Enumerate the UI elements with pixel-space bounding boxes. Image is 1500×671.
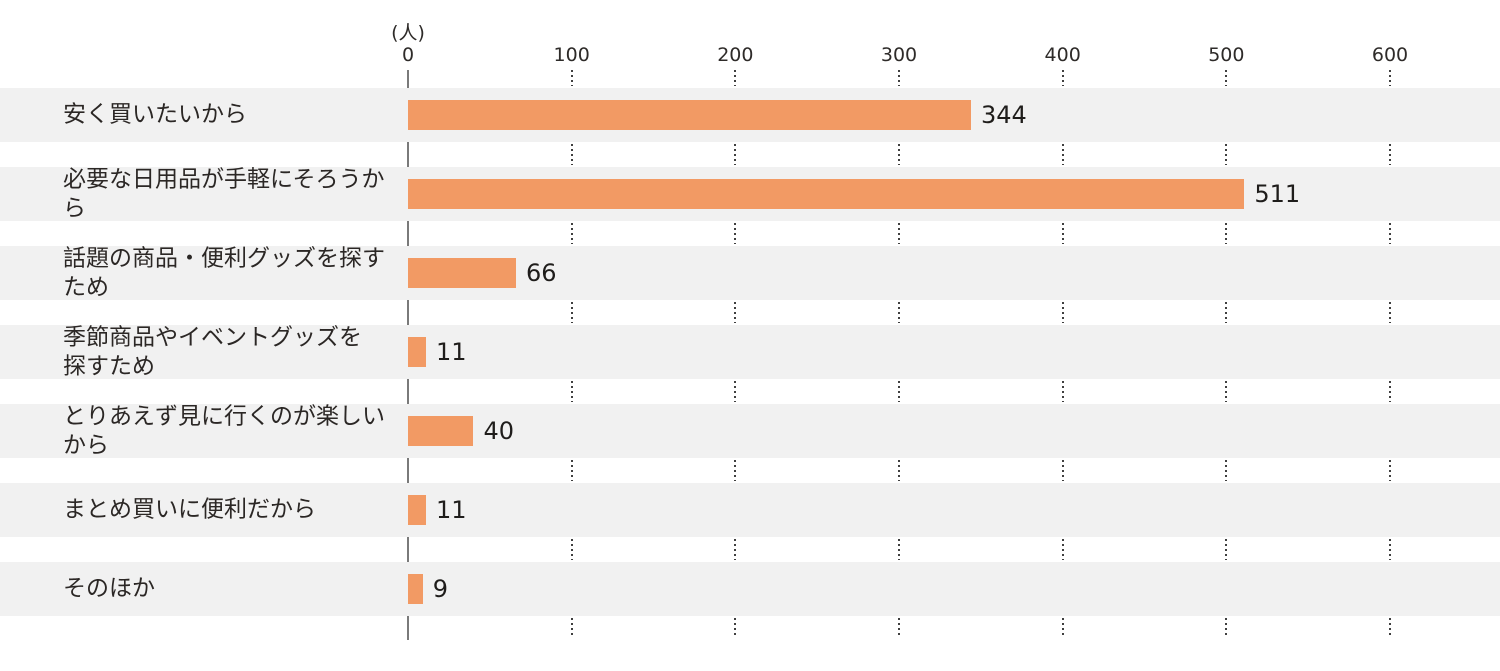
gridline (1061, 144, 1064, 165)
gridline (1389, 381, 1391, 402)
category-label: 季節商品やイベントグッズを 探すため (63, 324, 362, 379)
value-label: 9 (432, 575, 448, 603)
gridline (898, 302, 900, 323)
gridline (898, 223, 900, 244)
bar (408, 258, 517, 288)
category-label: そのほか (63, 575, 155, 602)
gridline (570, 618, 573, 638)
gridline (734, 618, 737, 638)
bar (408, 495, 426, 525)
gridline (1225, 460, 1228, 481)
gridline (1225, 381, 1228, 402)
row-band: まとめ買いに便利だから 11 (0, 483, 1500, 537)
bar (408, 179, 1245, 209)
category-label: 話題の商品・便利グッズを探すため (63, 245, 385, 300)
tick-label: 500 (1208, 44, 1245, 66)
gridline (1389, 460, 1391, 481)
gridline (1389, 144, 1391, 165)
row-band: 必要な日用品が手軽にそろうから 511 (0, 166, 1500, 221)
gridline (734, 460, 737, 481)
gridline (1061, 223, 1064, 244)
row-band: 季節商品やイベントグッズを 探すため 11 (0, 324, 1500, 379)
gridline (1389, 70, 1391, 86)
gridline (1061, 539, 1064, 560)
bar (408, 416, 474, 446)
gridline (1225, 302, 1228, 323)
gridline (570, 460, 573, 481)
category-label: まとめ買いに便利だから (63, 496, 316, 523)
gridline (898, 70, 900, 86)
bar (408, 574, 423, 604)
gridline (1225, 144, 1228, 165)
unit-label: (人) (391, 22, 425, 44)
gridline (570, 70, 573, 86)
gridline (1389, 539, 1391, 560)
value-label: 511 (1254, 180, 1301, 208)
gridline (1061, 618, 1064, 638)
gridline (1225, 539, 1228, 560)
gridline (734, 302, 737, 323)
row-band: 話題の商品・便利グッズを探すため 66 (0, 245, 1500, 300)
tick-label: 200 (717, 44, 754, 66)
gridline (898, 539, 900, 560)
gridline (570, 223, 573, 244)
gridline (734, 539, 737, 560)
tick-label: 100 (553, 44, 590, 66)
gridline (898, 460, 900, 481)
gridline (570, 381, 573, 402)
gridline (1225, 70, 1228, 86)
gridline (1061, 302, 1064, 323)
tick-label: 300 (880, 44, 918, 66)
gridline (898, 381, 900, 402)
gridline (1389, 223, 1391, 244)
tick-label: 600 (1371, 44, 1409, 66)
gridline (1389, 618, 1391, 638)
gridline (1061, 381, 1064, 402)
gridline (1061, 460, 1064, 481)
gridline (1389, 302, 1391, 323)
gridline (570, 144, 573, 165)
gridline (1225, 618, 1228, 638)
gridline (734, 223, 737, 244)
row-band: とりあえず見に行くのが楽しいから 40 (0, 403, 1500, 458)
gridline (734, 381, 737, 402)
row-band: 安く買いたいから 344 (0, 88, 1500, 142)
category-label: 必要な日用品が手軽にそろうから (63, 166, 385, 221)
category-label: 安く買いたいから (63, 101, 247, 128)
gridline (734, 70, 737, 86)
value-label: 40 (483, 417, 514, 445)
tick-label: 0 (401, 44, 415, 66)
gridline (570, 302, 573, 323)
value-label: 344 (981, 101, 1027, 129)
gridline (898, 144, 900, 165)
value-label: 11 (436, 496, 467, 524)
row-band: そのほか 9 (0, 562, 1500, 616)
tick-label: 400 (1044, 44, 1081, 66)
value-label: 11 (436, 338, 467, 366)
bar (408, 100, 971, 130)
value-label: 66 (526, 259, 557, 287)
gridline (898, 618, 900, 638)
bar (408, 337, 426, 367)
category-label: とりあえず見に行くのが楽しいから (63, 403, 385, 458)
gridline (1061, 70, 1064, 86)
gridline (570, 539, 573, 560)
gridline (1225, 223, 1228, 244)
gridline (734, 144, 737, 165)
